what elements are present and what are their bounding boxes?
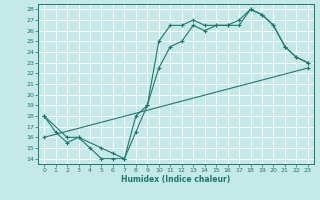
X-axis label: Humidex (Indice chaleur): Humidex (Indice chaleur) (121, 175, 231, 184)
